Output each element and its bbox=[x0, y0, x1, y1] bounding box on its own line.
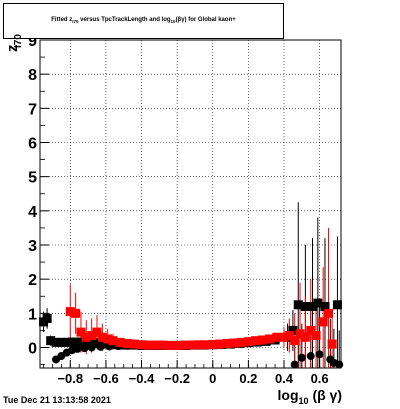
data-point-square bbox=[318, 317, 328, 327]
y-tick-label: 6 bbox=[28, 136, 37, 153]
x-tick-label: 0.2 bbox=[239, 371, 257, 386]
data-point-square bbox=[62, 337, 72, 347]
data-point-square bbox=[308, 302, 318, 311]
data-point-square bbox=[42, 313, 52, 323]
x-tick-label: 0.6 bbox=[311, 371, 329, 386]
data-point-square bbox=[137, 340, 147, 350]
data-point-square bbox=[151, 340, 161, 350]
y-tick-label: 8 bbox=[28, 67, 37, 84]
data-point-square bbox=[51, 337, 61, 347]
data-point-square bbox=[56, 337, 66, 347]
data-point-square bbox=[300, 302, 310, 311]
data-point-square bbox=[272, 332, 282, 342]
x-axis-label: log10 (β γ) bbox=[277, 387, 342, 406]
data-point-square bbox=[208, 339, 218, 349]
data-point-square bbox=[172, 340, 182, 350]
data-point-circle bbox=[96, 342, 105, 351]
data-point-circle bbox=[290, 360, 299, 369]
data-point-square bbox=[284, 331, 294, 341]
data-point-square bbox=[258, 335, 268, 345]
data-point-square bbox=[101, 339, 111, 349]
data-point-square bbox=[81, 332, 91, 342]
plot-frame bbox=[39, 39, 342, 369]
data-point-square bbox=[265, 334, 275, 344]
y-tick-label: 4 bbox=[28, 204, 37, 221]
data-point-square bbox=[158, 340, 168, 350]
chart-title: Fitted zI70 versus TpcTrackLength and lo… bbox=[51, 17, 236, 25]
data-point-square bbox=[332, 300, 342, 310]
data-point-square bbox=[46, 336, 56, 346]
data-point-square bbox=[295, 329, 305, 339]
data-point-square bbox=[201, 340, 211, 350]
data-point-square bbox=[194, 340, 204, 350]
data-point-square bbox=[243, 337, 253, 347]
data-point-circle bbox=[80, 344, 89, 353]
data-point-square bbox=[76, 327, 86, 337]
data-point-circle bbox=[306, 352, 315, 361]
x-tick-label: −0.6 bbox=[93, 371, 119, 386]
data-point-square bbox=[115, 337, 125, 347]
data-point-square bbox=[129, 339, 139, 349]
data-point-square bbox=[186, 340, 196, 350]
data-point-square bbox=[72, 337, 82, 347]
data-point-square bbox=[300, 332, 310, 342]
title-box: Fitted zI70 versus TpcTrackLength and lo… bbox=[3, 3, 284, 39]
data-point-square bbox=[236, 337, 246, 347]
data-point-square bbox=[87, 331, 97, 341]
data-point-circle bbox=[73, 344, 82, 353]
data-point-square bbox=[313, 298, 323, 308]
data-point-square bbox=[293, 300, 303, 310]
data-point-square bbox=[327, 339, 337, 349]
data-point-square bbox=[290, 336, 300, 346]
data-point-square bbox=[88, 338, 98, 348]
data-point-square bbox=[251, 336, 261, 346]
data-point-square bbox=[165, 340, 175, 350]
data-markers bbox=[39, 298, 344, 369]
data-point-circle bbox=[315, 350, 324, 359]
data-point-square bbox=[311, 331, 321, 341]
data-point-square bbox=[215, 339, 225, 349]
x-tick-label: −0.4 bbox=[129, 371, 155, 386]
data-point-square bbox=[83, 337, 93, 347]
axis-ticks: −0.8 −0.6 −0.4 −0.2 0 0.2 0.4 0.6 0 1 2 3 4 5 6 7 8 9 bbox=[28, 33, 338, 386]
x-tick-label: −0.2 bbox=[164, 371, 190, 386]
y-axis-label-subscript: I70 bbox=[13, 34, 24, 48]
x-tick-label: −0.8 bbox=[57, 371, 83, 386]
data-point-square bbox=[65, 307, 75, 317]
data-point-square bbox=[92, 327, 102, 337]
data-point-square bbox=[306, 325, 316, 335]
data-point-square bbox=[179, 340, 189, 350]
y-tick-label: 5 bbox=[28, 170, 37, 187]
data-point-square bbox=[324, 308, 334, 318]
data-point-square bbox=[320, 302, 330, 311]
data-point-circle bbox=[87, 343, 96, 352]
data-point-square bbox=[222, 338, 232, 348]
y-tick-label: 9 bbox=[28, 33, 37, 50]
timestamp-footer: Tue Dec 21 13:13:58 2021 bbox=[3, 395, 111, 405]
data-point-square bbox=[78, 337, 88, 347]
y-tick-label: 1 bbox=[28, 306, 37, 323]
data-point-circle bbox=[297, 353, 306, 362]
data-point-square bbox=[67, 337, 77, 347]
data-point-square bbox=[97, 332, 107, 342]
data-point-square bbox=[229, 338, 239, 348]
data-point-square bbox=[108, 336, 118, 346]
data-point-square bbox=[144, 340, 154, 350]
data-point-square bbox=[288, 325, 298, 335]
y-tick-label: 2 bbox=[28, 272, 37, 289]
data-point-circle bbox=[335, 360, 344, 369]
x-tick-label: 0 bbox=[209, 371, 216, 386]
data-point-square bbox=[122, 338, 132, 348]
data-point-square bbox=[71, 308, 81, 318]
y-tick-label: 7 bbox=[28, 101, 37, 118]
y-tick-label: 0 bbox=[28, 341, 37, 358]
data-point-square bbox=[103, 334, 113, 344]
data-point-square bbox=[279, 332, 289, 342]
x-tick-label: 0.4 bbox=[275, 371, 294, 386]
y-tick-label: 3 bbox=[28, 238, 37, 255]
